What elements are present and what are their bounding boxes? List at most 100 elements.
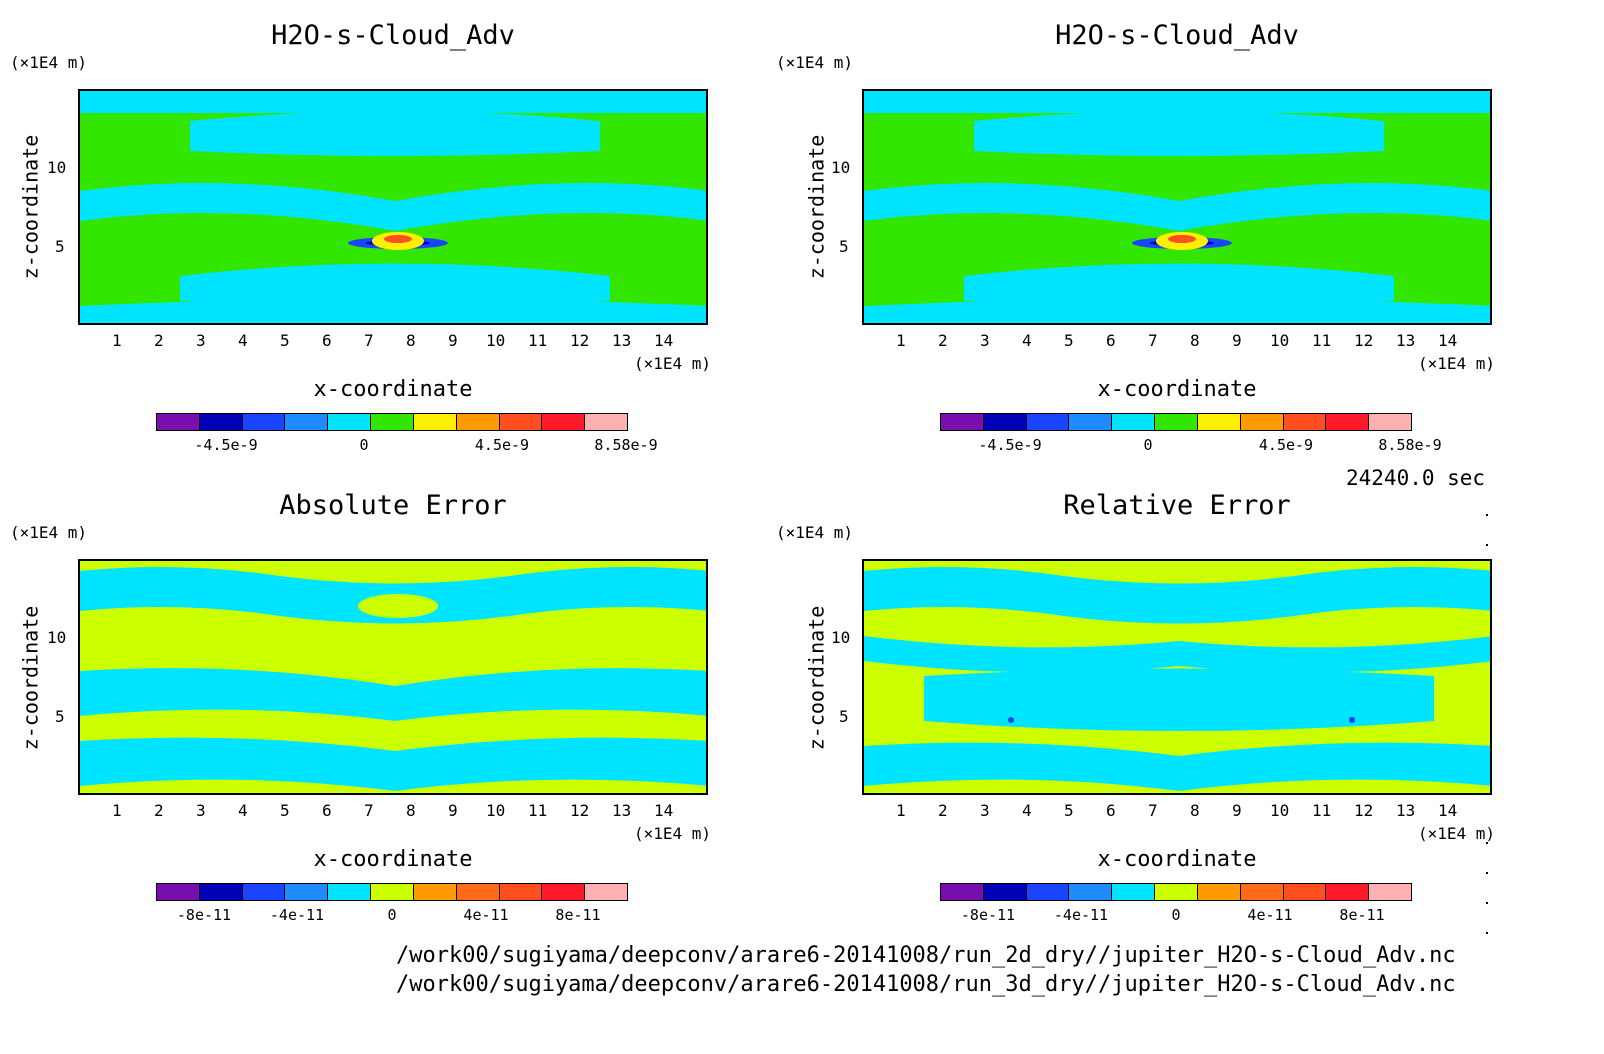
x-axis-label: x-coordinate <box>313 377 473 402</box>
x-tick: 8 <box>406 331 416 350</box>
colorbar-segment <box>157 884 200 900</box>
colorbar-label: 8.58e-9 <box>1378 436 1442 454</box>
decorative-dot <box>1486 842 1488 844</box>
colorbar-label: -4.5e-9 <box>978 436 1042 454</box>
x-tick: 5 <box>280 801 290 820</box>
upper-cloud-region <box>190 111 600 156</box>
colorbar-segment <box>413 414 457 430</box>
bottom-band <box>80 298 706 323</box>
x-tick: 14 <box>654 801 674 820</box>
x-axis-label: x-coordinate <box>1097 847 1257 872</box>
colorbar-label: 4e-11 <box>1247 906 1293 924</box>
time-label: 24240.0 sec <box>1346 466 1486 490</box>
colorbar <box>940 883 1412 901</box>
colorbar-label: -8e-11 <box>176 906 232 924</box>
colorbar-segment <box>1369 414 1411 430</box>
decorative-dot <box>1486 902 1488 904</box>
x-tick: 14 <box>1438 331 1458 350</box>
x-tick: 10 <box>486 801 506 820</box>
colorbar-segment <box>328 884 372 900</box>
colorbar-segment <box>199 884 243 900</box>
colorbar-segment <box>456 414 500 430</box>
colorbar-label: 0 <box>387 906 397 924</box>
heatmap-svg <box>80 561 706 793</box>
colorbar-segment <box>1326 414 1370 430</box>
colorbar-segment <box>242 884 286 900</box>
positive-core-inner <box>384 235 412 243</box>
y-tick-5: 5 <box>55 707 65 726</box>
colorbar-label: 0 <box>1171 906 1181 924</box>
heatmap-plot <box>862 89 1492 325</box>
x-tick: 10 <box>1270 331 1290 350</box>
center-feature <box>358 594 438 618</box>
colorbar-label: -4e-11 <box>1053 906 1109 924</box>
x-tick: 9 <box>448 801 458 820</box>
colorbar-segment <box>157 414 200 430</box>
colorbar-segment <box>456 884 500 900</box>
x-tick: 11 <box>1312 331 1332 350</box>
colorbar-label: -4.5e-9 <box>194 436 258 454</box>
x-tick: 6 <box>1106 331 1116 350</box>
heatmap-plot <box>78 559 708 795</box>
x-tick: 13 <box>1396 801 1416 820</box>
x-tick: 7 <box>364 801 374 820</box>
x-axis-label: x-coordinate <box>313 847 473 872</box>
heatmap-svg <box>864 91 1490 323</box>
colorbar-segment <box>199 414 243 430</box>
colorbar-label: 4.5e-9 <box>474 436 530 454</box>
x-tick: 7 <box>1148 801 1158 820</box>
heatmap-plot <box>78 89 708 325</box>
x-tick: 2 <box>154 331 164 350</box>
x-tick: 12 <box>570 331 590 350</box>
x-tick: 4 <box>1022 801 1032 820</box>
y-axis-label: z-coordinate <box>804 134 829 280</box>
upper-noise-region <box>864 567 1490 624</box>
colorbar-segment <box>585 414 627 430</box>
colorbar-segment <box>1197 884 1241 900</box>
colorbar-label: 4.5e-9 <box>1258 436 1314 454</box>
colorbar-segment <box>1369 884 1411 900</box>
colorbar-segment <box>371 414 414 430</box>
x-tick: 1 <box>112 331 122 350</box>
x-tick: 3 <box>980 801 990 820</box>
positive-core-inner <box>1168 235 1196 243</box>
y-unit-label: (×1E4 m) <box>10 53 88 72</box>
lower-noise-region <box>864 742 1490 791</box>
colorbar-segment <box>1069 884 1113 900</box>
colorbar-segment <box>983 414 1027 430</box>
decorative-dot <box>1486 544 1488 546</box>
x-tick: 9 <box>448 331 458 350</box>
footer-path-2: /work00/sugiyama/deepconv/arare6-2014100… <box>396 972 1456 997</box>
colorbar <box>156 413 628 431</box>
footer-path-1: /work00/sugiyama/deepconv/arare6-2014100… <box>396 943 1456 968</box>
colorbar-segment <box>499 884 543 900</box>
colorbar-segment <box>1026 884 1070 900</box>
x-tick: 12 <box>1354 331 1374 350</box>
y-tick-5: 5 <box>839 237 849 256</box>
colorbar-label: 8.58e-9 <box>594 436 658 454</box>
y-axis-label: z-coordinate <box>18 134 43 280</box>
y-tick-10: 10 <box>831 158 851 177</box>
upper-cloud-region <box>974 111 1384 156</box>
x-tick: 11 <box>528 801 548 820</box>
y-tick-10: 10 <box>47 158 67 177</box>
colorbar-segment <box>499 414 543 430</box>
lower-noise-region <box>80 737 706 791</box>
y-tick-10: 10 <box>47 628 67 647</box>
x-tick: 11 <box>1312 801 1332 820</box>
colorbar-segment <box>285 414 329 430</box>
panel-title: H2O-s-Cloud_Adv <box>271 20 515 51</box>
x-unit-label: (×1E4 m) <box>1418 354 1496 373</box>
colorbar-segment <box>1197 414 1241 430</box>
colorbar-segment <box>1283 884 1327 900</box>
mid-cloud-region <box>864 183 1490 231</box>
x-tick: 10 <box>1270 801 1290 820</box>
colorbar-segment <box>1069 414 1113 430</box>
x-tick: 4 <box>1022 331 1032 350</box>
x-unit-label: (×1E4 m) <box>634 824 712 843</box>
heatmap-svg <box>864 561 1490 793</box>
x-tick: 6 <box>322 331 332 350</box>
lower-cloud-region <box>964 263 1394 306</box>
colorbar-label: -4e-11 <box>269 906 325 924</box>
y-axis-label: z-coordinate <box>804 605 829 751</box>
